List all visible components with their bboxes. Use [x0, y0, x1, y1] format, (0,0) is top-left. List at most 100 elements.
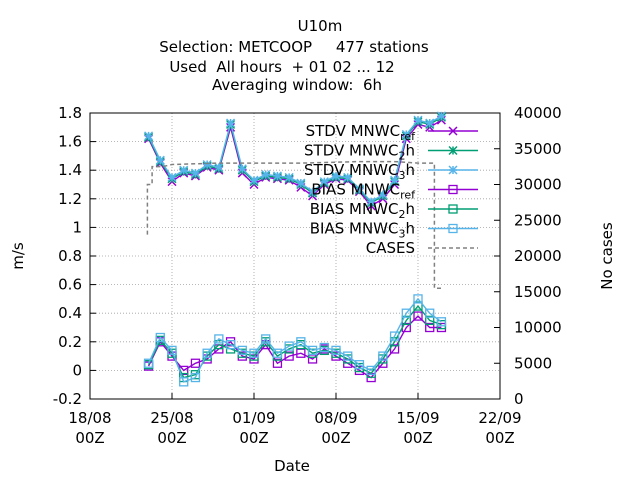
legend-item-stdv_3h: STDV MNWC3h: [304, 161, 478, 182]
y2-axis-label: No cases: [598, 222, 616, 290]
x-tick-label-hour: 00Z: [321, 429, 350, 447]
legend-label-cases: CASES: [366, 239, 415, 257]
data-point-bias_2h: [413, 301, 423, 311]
legend-label-bias_2h: BIAS MNWC2h: [310, 200, 415, 221]
series-bias_3h: [143, 294, 447, 387]
x-tick-label-date: 15/09: [396, 409, 439, 427]
chart-title-line-2: Selection: METCOOP 477 stations: [159, 38, 429, 56]
data-point-stdv_3h: [390, 175, 400, 185]
data-point-bias_ref: [190, 358, 201, 368]
axis-ticks: -0.2 0 0.2 0.4 0.6 0.8 1 1.2 1.4 1.6 1.8 0 5000 10000…: [53, 104, 562, 447]
data-point-bias_3h: [296, 337, 306, 347]
data-point-bias_ref: [413, 311, 423, 321]
data-point-bias_3h: [389, 331, 400, 341]
data-point-bias_3h: [413, 294, 423, 304]
y2-tick-label: 0: [514, 390, 524, 408]
legend-item-bias_2h: BIAS MNWC2h: [310, 200, 478, 221]
y-tick-label: 0: [72, 361, 82, 379]
legend-label-subscript: ref: [400, 130, 416, 143]
data-point-bias_3h: [378, 351, 388, 361]
series-stdv_3h: [144, 111, 446, 207]
data-point-stdv_3h: [401, 129, 411, 139]
legend-item-cases: CASES: [366, 239, 478, 257]
data-point-stdv_3h: [436, 111, 446, 121]
data-point-bias_ref: [284, 351, 294, 361]
data-point-bias_3h: [155, 332, 165, 343]
y-tick-label: -0.2: [53, 390, 82, 408]
data-point-stdv_3h: [202, 159, 212, 170]
legend-label-main: STDV MNWC: [304, 161, 398, 179]
chart-title-line-4: Averaging window: 6h: [212, 76, 382, 94]
y-tick-label: 1.6: [58, 133, 82, 151]
data-point-stdv_3h: [237, 164, 247, 174]
data-point-bias_3h: [214, 334, 224, 344]
legend-label-main: STDV MNWC: [304, 142, 398, 160]
y-tick-label: 0.8: [58, 247, 82, 265]
data-point-bias_3h: [272, 348, 283, 358]
series-layer: [143, 111, 447, 387]
legend-label-bias_ref: BIAS MNWCref: [311, 181, 416, 202]
legend-marker-stdv_2h: [448, 145, 458, 156]
data-point-bias_3h: [202, 348, 212, 358]
data-point-bias_3h: [425, 308, 435, 318]
legend-label-stdv_3h: STDV MNWC3h: [304, 161, 415, 182]
data-point-bias_3h: [143, 358, 154, 368]
y-tick-label: 0.4: [58, 304, 82, 322]
data-point-bias_3h: [401, 308, 411, 318]
data-point-stdv_3h: [354, 184, 364, 194]
data-point-bias_3h: [179, 377, 189, 387]
legend-label-subscript: 2: [398, 208, 405, 221]
data-point-stdv_3h: [272, 171, 282, 181]
legend-label-subscript: 3: [398, 169, 405, 182]
data-point-bias_3h: [249, 348, 259, 358]
y-tick-label: 0.6: [58, 276, 82, 294]
chart-title-line-1: U10m: [298, 17, 343, 35]
x-tick-label-hour: 00Z: [157, 429, 186, 447]
legend-item-stdv_ref: STDV MNWCref: [306, 122, 478, 143]
data-point-bias_3h: [167, 345, 177, 356]
y-tick-label: 1: [72, 218, 82, 236]
data-point-stdv_3h: [308, 187, 318, 197]
x-tick-label-hour: 00Z: [239, 429, 268, 447]
data-point-bias_3h: [225, 340, 236, 350]
data-point-stdv_3h: [425, 118, 435, 128]
data-point-stdv_3h: [319, 177, 329, 187]
legend-label-main: CASES: [366, 239, 415, 257]
data-point-bias_3h: [307, 345, 318, 356]
data-point-stdv_3h: [331, 171, 341, 181]
y2-tick-label: 20000: [514, 247, 562, 265]
x-tick-label-hour: 00Z: [75, 429, 104, 447]
chart-title-line-3: Used All hours + 01 02 ... 12: [169, 58, 394, 76]
data-point-stdv_3h: [249, 175, 259, 185]
data-point-bias_3h: [331, 345, 341, 356]
legend-label-stdv_2h: STDV MNWC2h: [304, 142, 415, 163]
data-point-stdv_3h: [296, 178, 306, 188]
series-line-bias_2h: [147, 304, 442, 379]
series-line-cases: [146, 160, 442, 289]
data-point-bias_3h: [237, 345, 247, 356]
data-point-stdv_3h: [413, 115, 423, 125]
data-point-bias_ref: [425, 322, 435, 333]
x-tick-label-date: 25/08: [150, 409, 193, 427]
legend-marker-stdv_3h: [448, 165, 458, 175]
data-point-stdv_3h: [284, 172, 294, 182]
legend-item-bias_3h: BIAS MNWC3h: [310, 220, 478, 241]
y-tick-label: 1.4: [58, 161, 82, 179]
legend-label-bias_3h: BIAS MNWC3h: [310, 220, 415, 241]
legend-marker-bias_3h: [448, 223, 458, 234]
y2-tick-label: 40000: [514, 104, 562, 122]
data-point-stdv_3h: [366, 197, 376, 207]
legend-marker-bias_ref: [448, 184, 458, 195]
legend-item-bias_ref: BIAS MNWCref: [311, 181, 478, 202]
data-point-bias_3h: [319, 342, 329, 353]
x-tick-label-hour: 00Z: [403, 429, 432, 447]
data-point-bias_3h: [436, 317, 447, 327]
data-point-stdv_3h: [190, 168, 200, 178]
data-point-stdv_3h: [261, 169, 271, 180]
legend-label-subscript: 3: [398, 228, 405, 241]
legend-label-tail: h: [405, 220, 415, 238]
y2-tick-label: 15000: [514, 283, 562, 301]
data-point-bias_3h: [366, 365, 376, 376]
